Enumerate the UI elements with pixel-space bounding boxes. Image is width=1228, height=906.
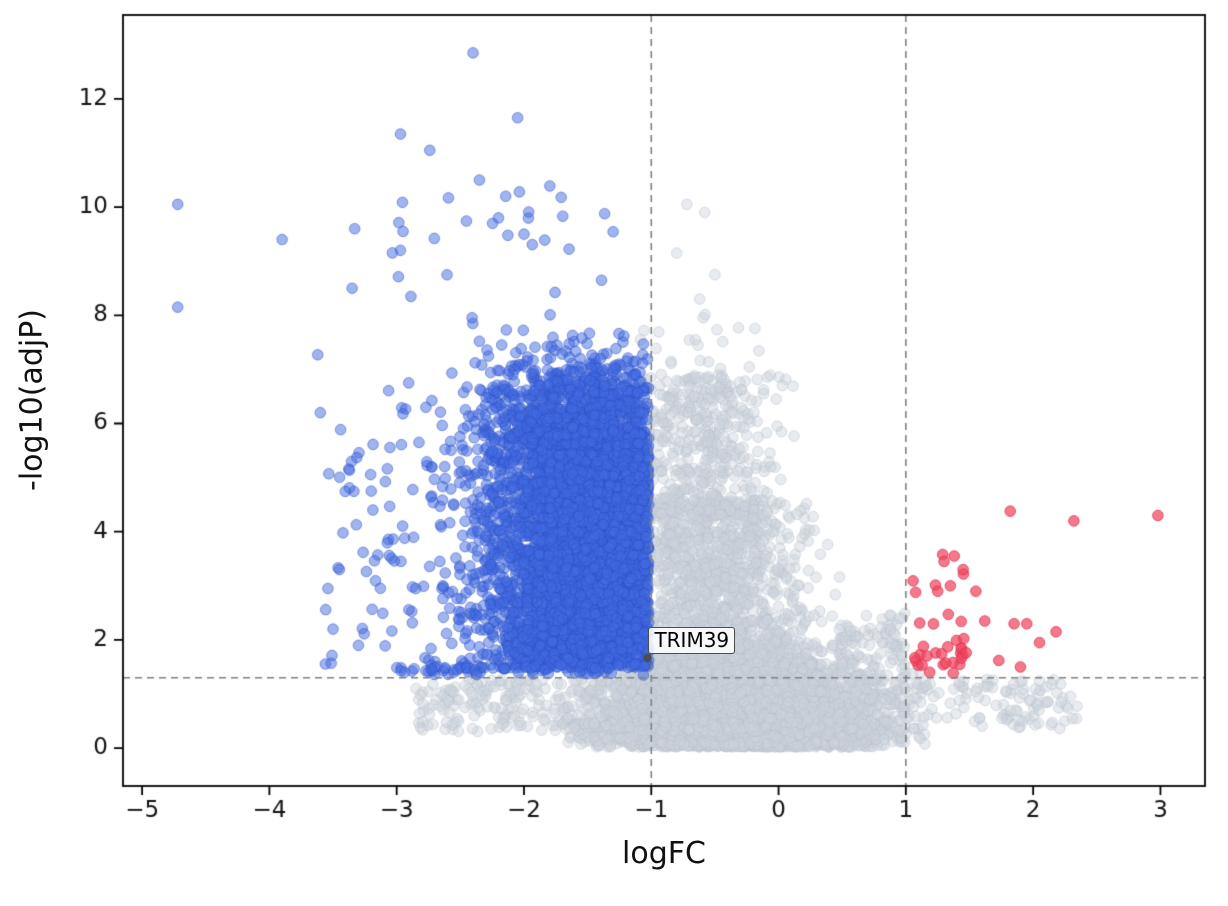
x-axis-label: logFC bbox=[622, 836, 706, 871]
gene-annotation-label: TRIM39 bbox=[648, 626, 736, 654]
y-axis-label: -log10(adjP) bbox=[14, 309, 50, 491]
